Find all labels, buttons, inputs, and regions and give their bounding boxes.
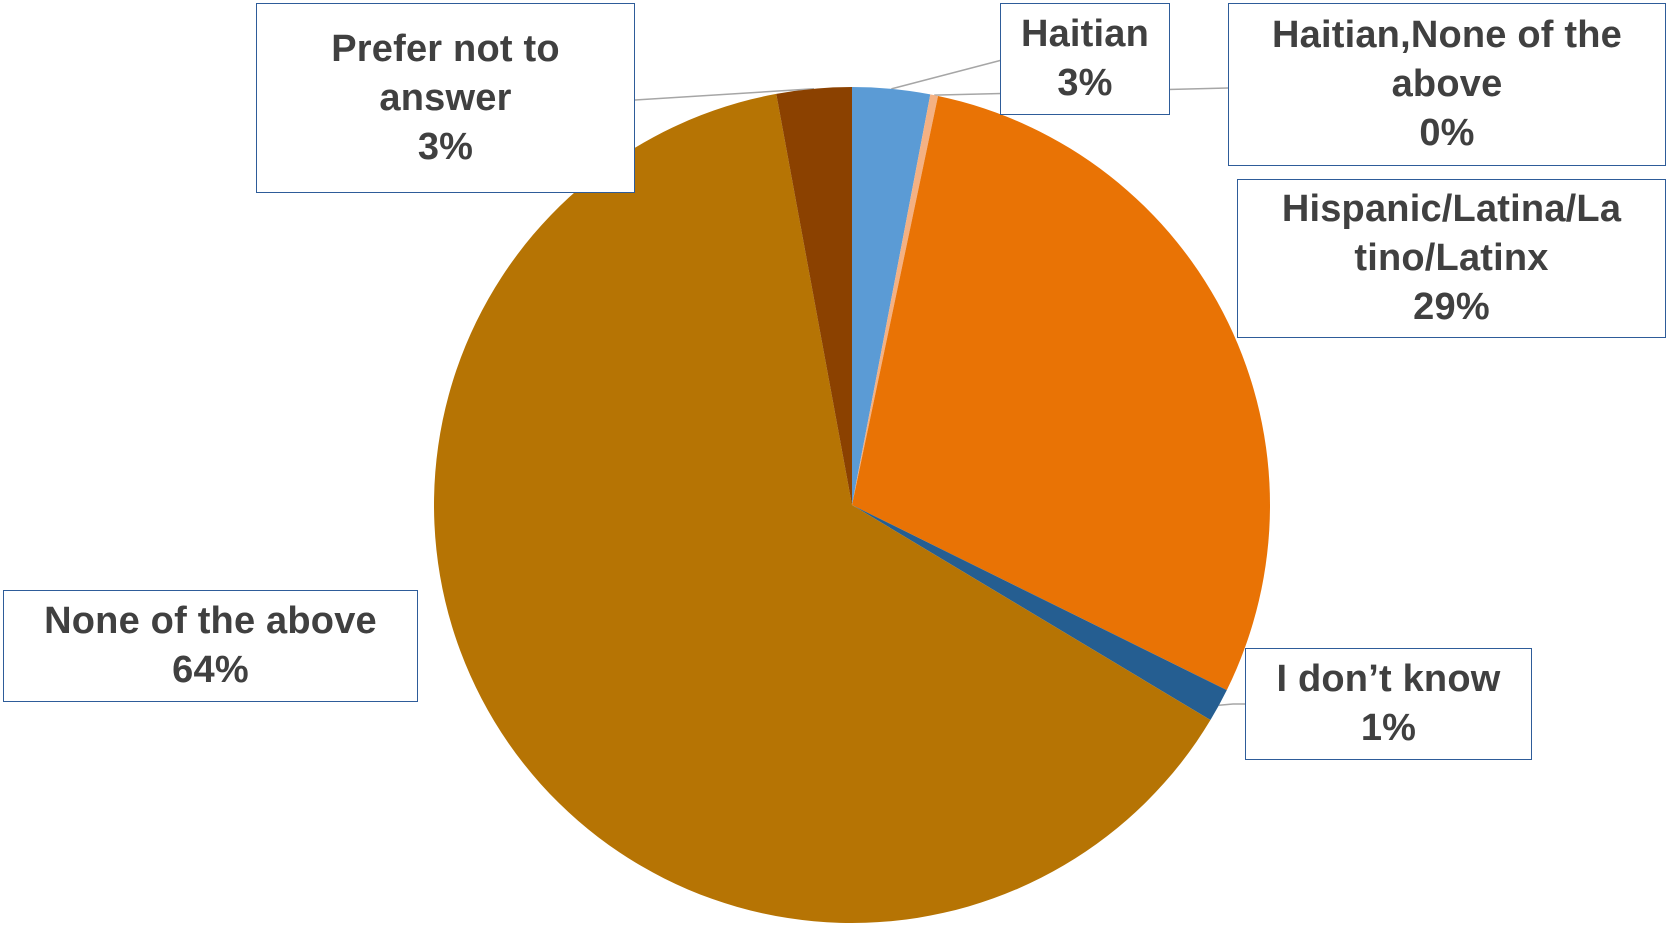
- data-label-category: Haitian,None of the: [1271, 14, 1623, 56]
- data-label-category: Prefer not to: [331, 27, 560, 70]
- data-label: Prefer not to answer 3%: [256, 3, 635, 193]
- data-label-value: 29%: [1413, 286, 1490, 328]
- data-label: Haitian 3%: [1000, 3, 1170, 115]
- pie-slices: [434, 87, 1270, 923]
- data-label: None of the above 64%: [3, 590, 418, 702]
- data-label-value: 64%: [172, 649, 249, 691]
- data-label-value: 3%: [1057, 62, 1113, 104]
- data-label-value: 1%: [1360, 707, 1417, 749]
- data-label: Haitian,None of the above 0%: [1228, 3, 1666, 166]
- data-label: Hispanic/Latina/La tino/Latinx 29%: [1237, 179, 1666, 338]
- leader-line: [1218, 703, 1245, 706]
- data-label-category: above: [1391, 63, 1503, 105]
- data-label-category: Hispanic/Latina/La: [1281, 188, 1622, 230]
- data-label-category: None of the above: [44, 600, 377, 642]
- data-label-value: 3%: [417, 125, 474, 168]
- data-label-category: Haitian: [1020, 13, 1150, 55]
- data-label: I don’t know 1%: [1245, 648, 1532, 760]
- pie-slice-hispanic-latina-latino-latinx: [852, 95, 1270, 691]
- pie-slice-i-don-t-know: [852, 505, 1227, 721]
- data-label-value: 0%: [1419, 112, 1475, 154]
- leader-line: [634, 87, 815, 101]
- data-label-category: tino/Latinx: [1354, 237, 1549, 279]
- data-label-category: I don’t know: [1276, 658, 1501, 700]
- leader-line: [891, 59, 1003, 90]
- data-label-category: answer: [379, 76, 512, 119]
- pie-slice-none-of-the-above: [434, 93, 1211, 923]
- pie-slice-prefer-not-to-answer: [776, 87, 852, 505]
- pie-slice-haitian: [852, 87, 931, 505]
- pie-slice-haitian-none-of-the-above: [852, 94, 939, 505]
